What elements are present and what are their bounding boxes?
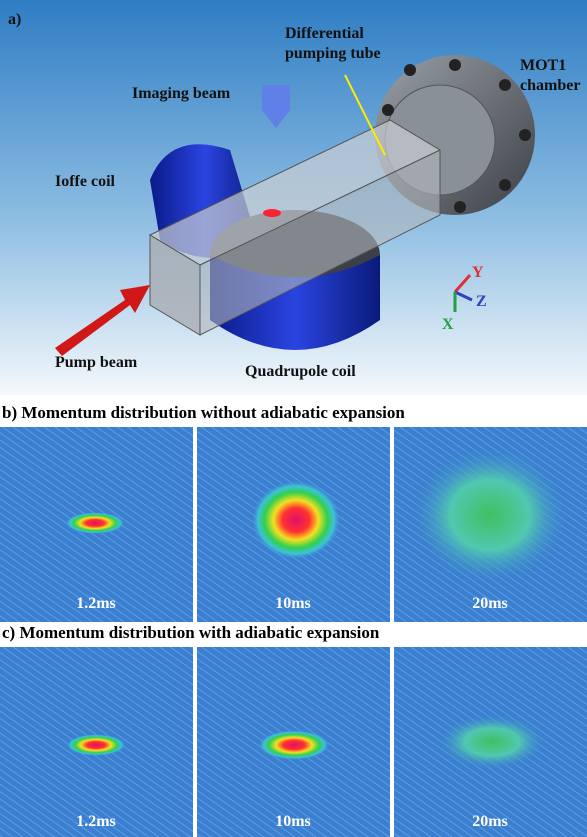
cloud bbox=[437, 714, 547, 770]
panel-label: a) bbox=[8, 11, 21, 28]
cloud bbox=[258, 730, 330, 760]
axis-z: Z bbox=[476, 293, 487, 310]
quadrupole-label: Quadrupole coil bbox=[245, 363, 356, 380]
panel-c-images: 1.2ms 10ms 20ms bbox=[0, 647, 587, 837]
atom-cloud bbox=[263, 209, 281, 217]
pump-label: Pump beam bbox=[55, 354, 138, 371]
chamber-label: chamber bbox=[520, 77, 580, 94]
ioffe-label: Ioffe coil bbox=[55, 173, 116, 190]
time-label: 10ms bbox=[275, 595, 311, 612]
cloud bbox=[251, 480, 341, 560]
time-label: 1.2ms bbox=[76, 813, 116, 830]
panel-b-title: b) Momentum distribution without adiabat… bbox=[2, 403, 405, 422]
time-label: 1.2ms bbox=[76, 595, 116, 612]
panel-c-title: c) Momentum distribution with adiabatic … bbox=[2, 623, 380, 642]
cloud bbox=[410, 445, 570, 585]
figure: a) Differential pumping tube MOT1 chambe… bbox=[0, 0, 587, 837]
imaging-label: Imaging beam bbox=[132, 85, 231, 102]
time-label: 10ms bbox=[275, 813, 311, 830]
cloud bbox=[65, 512, 125, 534]
axis-x: X bbox=[442, 316, 454, 333]
axis-y: Y bbox=[472, 264, 484, 281]
panel-a: a) Differential pumping tube MOT1 chambe… bbox=[0, 0, 587, 395]
tube-label: pumping tube bbox=[285, 45, 381, 62]
tube-label: Differential bbox=[285, 25, 364, 42]
time-label: 20ms bbox=[472, 813, 508, 830]
chamber-label: MOT1 bbox=[520, 57, 566, 74]
cloud bbox=[66, 734, 126, 756]
time-label: 20ms bbox=[472, 595, 508, 612]
page: a) Differential pumping tube MOT1 chambe… bbox=[0, 0, 587, 837]
panel-b-images: 1.2ms 10ms 20ms bbox=[0, 427, 587, 622]
